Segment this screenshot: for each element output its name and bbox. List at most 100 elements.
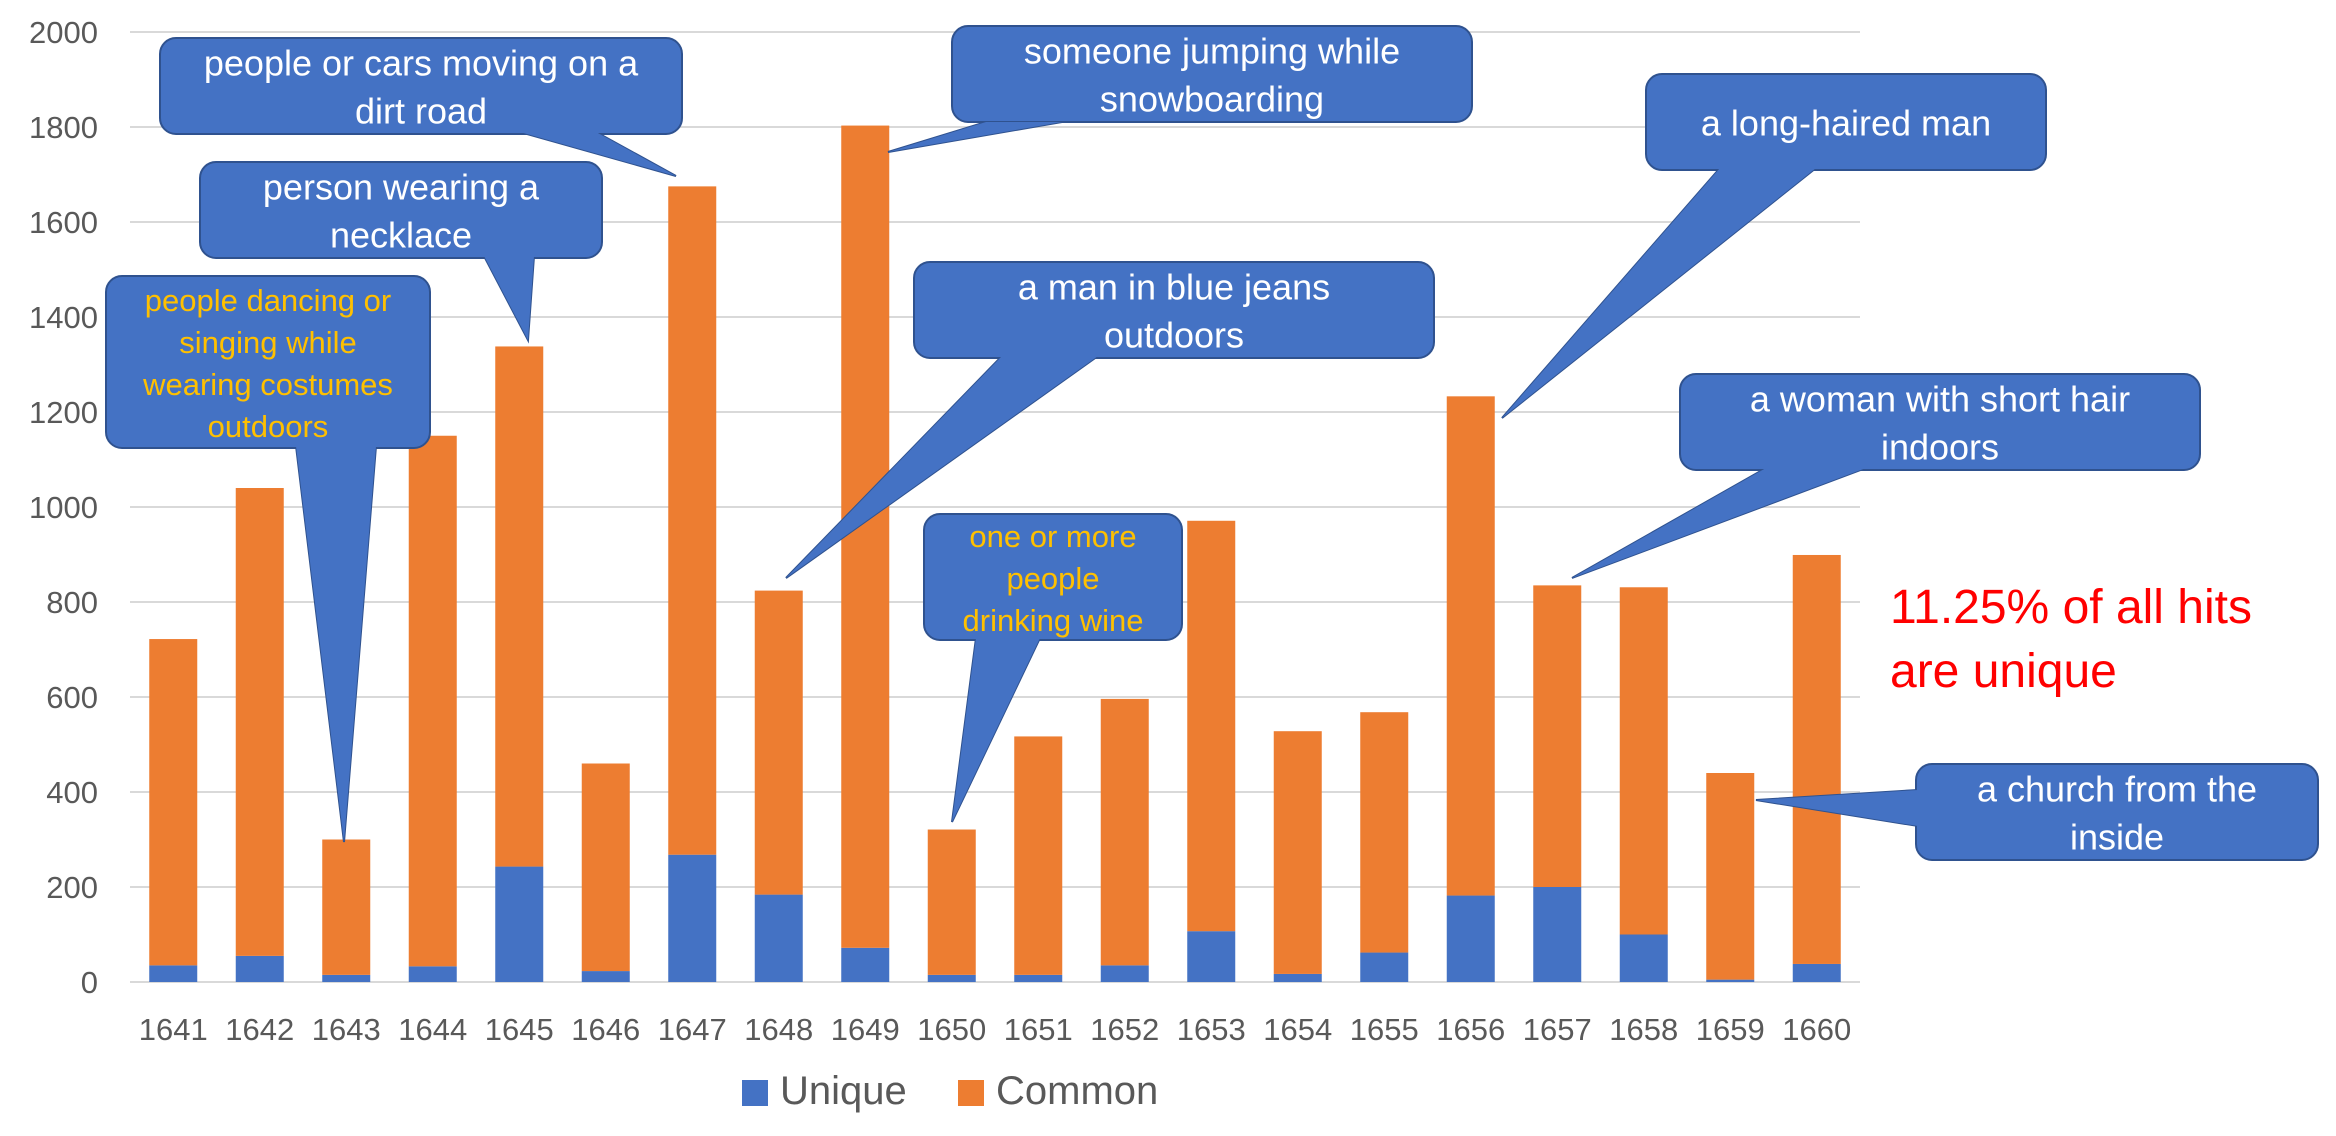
- callout-1657: a woman with short hair indoors: [1571, 373, 2201, 579]
- bar-unique-1647: [668, 854, 717, 982]
- bar-unique-1642: [235, 955, 284, 982]
- x-tick-label: 1655: [1350, 1012, 1419, 1047]
- x-tick-label: 1658: [1609, 1012, 1678, 1047]
- bar-unique-1656: [1446, 895, 1495, 982]
- x-tick-label: 1647: [658, 1012, 727, 1047]
- callout-1649: someone jumping while snowboarding: [887, 25, 1473, 153]
- callout-box: [923, 513, 1183, 641]
- y-tick-label: 2000: [29, 15, 98, 50]
- y-tick-label: 800: [46, 585, 98, 620]
- callout-box: [105, 275, 431, 449]
- callout-box: [199, 161, 603, 259]
- bar-unique-1652: [1100, 965, 1149, 982]
- legend-swatch-unique: [742, 1080, 768, 1106]
- x-tick-label: 1646: [571, 1012, 640, 1047]
- bar-unique-1660: [1792, 963, 1841, 982]
- callout-1656: a long-haired man: [1501, 73, 2047, 419]
- callout-1650: one or more people drinking wine: [923, 513, 1183, 823]
- bar-common-1651: [1014, 736, 1063, 975]
- y-tick-label: 400: [46, 775, 98, 810]
- bar-common-1653: [1187, 520, 1236, 932]
- bar-common-1652: [1100, 698, 1149, 966]
- bar-unique-1653: [1187, 931, 1236, 982]
- bar-unique-1648: [754, 894, 803, 982]
- y-tick-label: 1000: [29, 490, 98, 525]
- bar-common-1656: [1446, 396, 1495, 896]
- bar-common-1641: [149, 639, 198, 966]
- callout-pointer-fill: [296, 446, 376, 842]
- callout-pointer-fill: [786, 356, 1098, 578]
- callout-pointer-fill: [952, 638, 1040, 822]
- bar-unique-1659: [1706, 979, 1755, 982]
- callout-box: [951, 25, 1473, 123]
- callout-1648: a man in blue jeans outdoors: [785, 261, 1435, 579]
- callout-1645: person wearing a necklace: [199, 161, 603, 344]
- bar-unique-1654: [1273, 973, 1322, 982]
- bar-unique-1657: [1533, 887, 1582, 982]
- bar-common-1654: [1273, 731, 1322, 974]
- callout-text-line: dirt road: [355, 90, 487, 131]
- bar-unique-1649: [841, 947, 890, 982]
- callout-text-line: a man in blue jeans: [1018, 266, 1330, 307]
- callout-pointer-fill: [520, 132, 676, 176]
- callout-1659: a church from the inside: [1755, 763, 2319, 861]
- x-tick-label: 1660: [1782, 1012, 1851, 1047]
- bar-common-1658: [1619, 587, 1668, 935]
- callout-box: [1679, 373, 2201, 471]
- unique-share-note: 11.25% of all hits are unique: [1890, 576, 2310, 704]
- x-tick-label: 1653: [1177, 1012, 1246, 1047]
- bar-common-1657: [1533, 585, 1582, 887]
- legend-swatch-common: [958, 1080, 984, 1106]
- bar-unique-1641: [149, 965, 198, 982]
- x-tick-label: 1650: [917, 1012, 986, 1047]
- bar-unique-1658: [1619, 934, 1668, 982]
- callout-text-line: one or more: [969, 519, 1136, 554]
- callout-text-line: snowboarding: [1100, 78, 1324, 119]
- callout-pointer-fill: [1502, 168, 1816, 418]
- callout-text-line: someone jumping while: [1024, 30, 1400, 71]
- callout-box: [913, 261, 1435, 359]
- x-tick-label: 1648: [744, 1012, 813, 1047]
- callout-text-line: indoors: [1881, 426, 1999, 467]
- callout-text-line: people dancing or: [145, 283, 391, 318]
- bar-common-1643: [322, 839, 371, 975]
- bar-common-1649: [841, 125, 890, 948]
- y-tick-label: 200: [46, 870, 98, 905]
- x-tick-label: 1659: [1696, 1012, 1765, 1047]
- bar-common-1648: [754, 590, 803, 895]
- callout-1647: people or cars moving on a dirt road: [159, 37, 683, 177]
- callout-text-line: singing while: [179, 325, 357, 360]
- callout-text-line: outdoors: [208, 409, 329, 444]
- x-tick-label: 1645: [485, 1012, 554, 1047]
- bar-common-1645: [495, 346, 544, 867]
- callout-text-line: necklace: [330, 214, 472, 255]
- bar-unique-1646: [581, 971, 630, 982]
- bar-common-1647: [668, 186, 717, 855]
- bar-unique-1645: [495, 866, 544, 982]
- callout-text-line: people: [1006, 561, 1099, 596]
- callout-pointer-fill: [888, 122, 1062, 152]
- callout-box: [159, 37, 683, 135]
- callout-text-line: wearing costumes: [142, 367, 393, 402]
- x-tick-label: 1656: [1436, 1012, 1505, 1047]
- x-tick-label: 1642: [225, 1012, 294, 1047]
- note-line-2: are unique: [1890, 645, 2117, 698]
- callout-text-line: drinking wine: [963, 603, 1144, 638]
- x-tick-label: 1657: [1523, 1012, 1592, 1047]
- callout-text-line: a long-haired man: [1701, 102, 1991, 143]
- y-tick-label: 600: [46, 680, 98, 715]
- y-tick-label: 1400: [29, 300, 98, 335]
- callout-box: [1645, 73, 2047, 171]
- y-tick-label: 0: [81, 965, 98, 1000]
- bar-common-1646: [581, 763, 630, 972]
- bar-unique-1651: [1014, 974, 1063, 982]
- bar-unique-1650: [927, 974, 976, 982]
- x-tick-label: 1644: [398, 1012, 467, 1047]
- x-tick-label: 1641: [139, 1012, 208, 1047]
- bar-unique-1643: [322, 974, 371, 982]
- callout-text-line: a woman with short hair: [1750, 378, 2130, 419]
- y-tick-label: 1600: [29, 205, 98, 240]
- callout-text-line: outdoors: [1104, 314, 1244, 355]
